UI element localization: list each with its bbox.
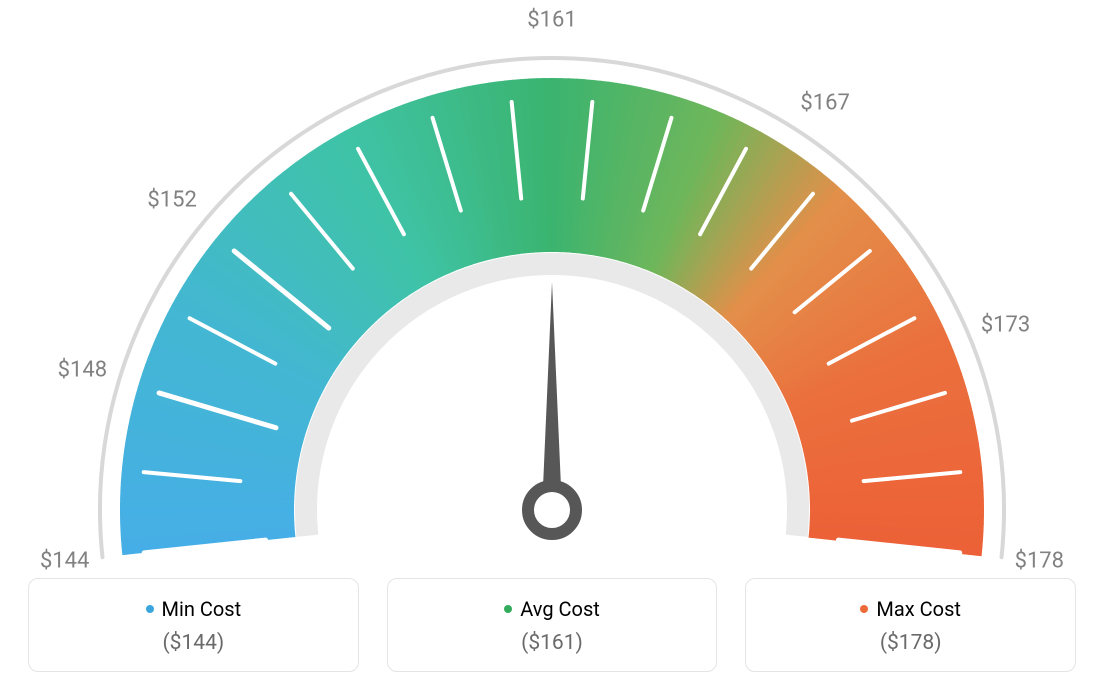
legend-title-min: Min Cost [39,597,348,621]
cost-gauge-chart: $144 $148 $152 $161 $167 $173 $178 Min Cost ($… [0,0,1104,690]
legend-card-max: Max Cost ($178) [745,578,1076,672]
legend-label-avg: Avg Cost [520,597,600,621]
gauge-tick-label: $173 [981,312,1030,337]
legend-label-min: Min Cost [162,597,242,621]
gauge-tick-label: $178 [1015,549,1064,574]
gauge-tick-label: $148 [58,358,107,383]
legend-dot-max [860,605,868,613]
gauge-tick-label: $144 [40,549,89,574]
gauge-tick-label: $167 [800,91,849,116]
gauge-tick-label: $152 [147,188,196,213]
legend-title-avg: Avg Cost [398,597,707,621]
legend-value-avg: ($161) [398,631,707,655]
gauge-svg [0,0,1104,560]
legend-row: Min Cost ($144) Avg Cost ($161) Max Cost… [0,578,1104,672]
legend-card-min: Min Cost ($144) [28,578,359,672]
legend-card-avg: Avg Cost ($161) [387,578,718,672]
legend-dot-avg [504,605,512,613]
legend-value-max: ($178) [756,631,1065,655]
legend-title-max: Max Cost [756,597,1065,621]
gauge-tick-label: $161 [527,8,576,33]
legend-value-min: ($144) [39,631,348,655]
legend-label-max: Max Cost [876,597,961,621]
legend-dot-min [146,605,154,613]
gauge-area: $144$148$152$161$167$173$178 [0,0,1104,560]
